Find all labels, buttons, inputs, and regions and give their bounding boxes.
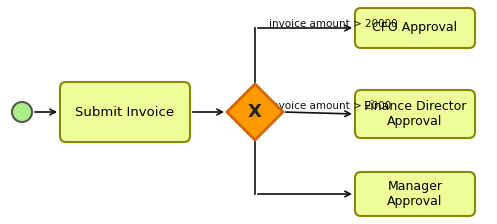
Text: invoice amount > 20000: invoice amount > 20000 [269, 19, 398, 29]
FancyBboxPatch shape [355, 90, 475, 138]
Circle shape [12, 102, 32, 122]
Text: CFO Approval: CFO Approval [372, 22, 458, 34]
FancyBboxPatch shape [60, 82, 190, 142]
Text: invoice amount > 2000: invoice amount > 2000 [269, 101, 391, 111]
FancyBboxPatch shape [355, 8, 475, 48]
Polygon shape [227, 84, 283, 140]
FancyBboxPatch shape [355, 172, 475, 216]
Text: Manager
Approval: Manager Approval [387, 180, 443, 208]
Text: Submit Invoice: Submit Invoice [76, 106, 174, 118]
Text: Finance Director
Approval: Finance Director Approval [364, 100, 466, 128]
Text: X: X [248, 103, 262, 121]
